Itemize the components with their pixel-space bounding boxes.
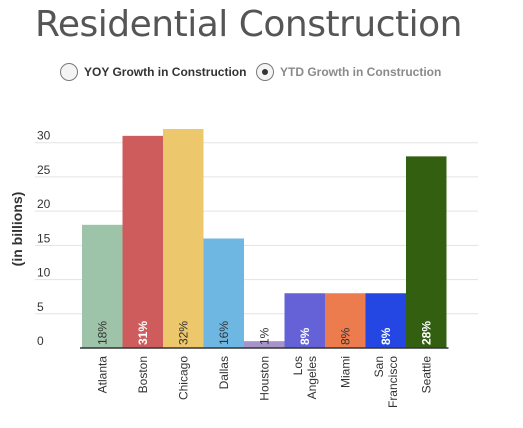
x-tick-label: Seattle [419, 356, 433, 394]
yoy-radio-label: YOY Growth in Construction [84, 65, 247, 79]
y-tick-label: 20 [37, 197, 51, 211]
x-tick-label: Boston [136, 356, 150, 393]
bar[interactable] [244, 341, 285, 348]
y-tick-label: 10 [37, 266, 51, 280]
yoy-radio-option[interactable]: YOY Growth in Construction [60, 63, 246, 81]
x-tick-label: Houston [257, 356, 271, 401]
x-tick-label: Angeles [305, 356, 319, 399]
bar-value-label: 31% [136, 321, 150, 345]
x-tick-label: Atlanta [95, 356, 109, 394]
y-axis-label: (in billions) [9, 192, 25, 267]
bar-value-label: 18% [95, 321, 109, 345]
bar[interactable] [203, 238, 245, 349]
bar[interactable] [406, 156, 447, 348]
y-tick-label: 25 [37, 163, 51, 177]
x-tick-label: Los [291, 356, 305, 375]
y-tick-label: 0 [37, 334, 44, 348]
ytd-radio-button[interactable] [256, 63, 274, 81]
x-tick-label: Chicago [176, 356, 190, 400]
x-axis-labels: Atlanta Boston Chicago Dallas Houston Los Ange… [95, 356, 433, 408]
x-tick-label: Dallas [217, 356, 231, 389]
bar-value-label: 28% [419, 321, 433, 345]
bar-value-label: 16% [217, 321, 231, 345]
y-tick-label: 30 [37, 129, 51, 143]
bar-value-label: 8% [338, 327, 352, 345]
bar-value-label: 1% [257, 327, 271, 345]
x-tick-label: San [372, 356, 386, 377]
bar[interactable] [284, 293, 326, 348]
y-axis-ticks: 0 5 10 15 20 25 30 [37, 129, 51, 348]
bar[interactable] [122, 135, 164, 348]
ytd-radio-option[interactable]: YTD Growth in Construction [256, 63, 441, 81]
bar[interactable] [82, 224, 123, 348]
chart-title: Residential Construction [35, 4, 462, 45]
bar[interactable] [163, 129, 204, 348]
bars [82, 129, 447, 348]
y-tick-label: 15 [37, 231, 51, 245]
bar[interactable] [365, 293, 407, 348]
y-tick-label: 5 [37, 300, 44, 314]
yoy-radio-button[interactable] [60, 63, 78, 81]
x-tick-label: Miami [338, 356, 352, 388]
bar-value-label: 32% [176, 321, 190, 345]
bar-value-label: 8% [298, 327, 312, 345]
bar-value-labels: 18% 31% 32% 16% 1% 8% 8% 8% 28% [95, 321, 433, 345]
bar[interactable] [325, 293, 366, 348]
bar-value-label: 8% [379, 327, 393, 345]
ytd-radio-label: YTD Growth in Construction [280, 65, 442, 79]
x-tick-label: Francisco [386, 356, 400, 408]
